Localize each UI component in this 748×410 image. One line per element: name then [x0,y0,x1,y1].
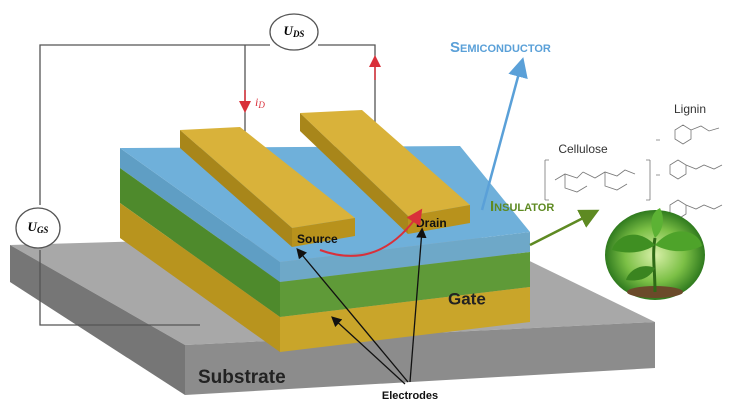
source-label: Source [297,232,338,246]
plant-image [605,208,705,300]
semiconductor-pointer [482,62,522,210]
insulator-pointer [530,212,595,245]
fet-diagram: Substrate iD UDS UGS Gate Source [0,0,748,410]
insulator-label: Insulator [490,198,554,215]
cellulose: Cellulose [545,142,650,200]
current-label: iD [255,95,265,110]
drain-label: Drain [416,216,447,230]
substrate-label: Substrate [198,367,286,388]
lignin: Lignin [656,102,722,219]
gate-label: Gate [448,289,486,308]
electrodes-label: Electrodes [382,390,438,402]
cellulose-label: Cellulose [558,142,608,156]
lignin-label: Lignin [674,102,706,116]
semiconductor-label: Semiconductor [450,39,551,56]
